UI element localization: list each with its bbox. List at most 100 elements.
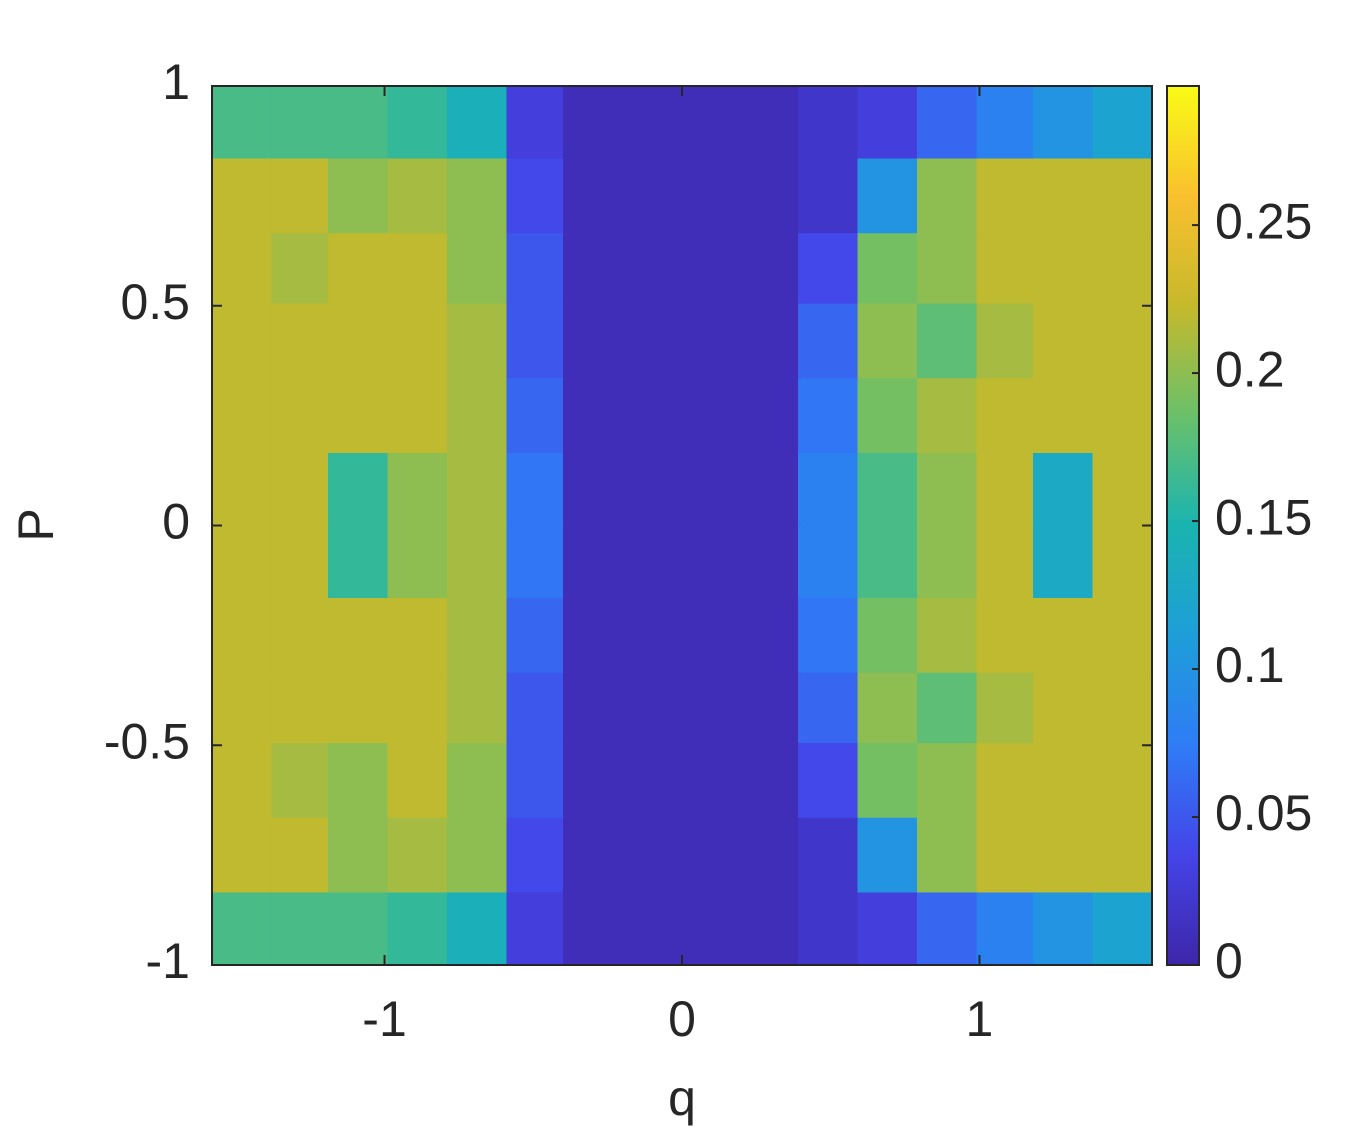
colorbar-tick-label: 0.05	[1215, 785, 1312, 841]
y-tick-label: 0	[162, 494, 190, 550]
heatmap-cell	[622, 892, 683, 966]
heatmap-cell	[976, 523, 1037, 599]
heatmap-cell	[271, 86, 332, 160]
heatmap-cell	[857, 86, 918, 160]
colorbar-tick-label: 0.2	[1215, 341, 1285, 397]
heatmap-cell	[976, 158, 1037, 234]
heatmap-cell	[798, 672, 859, 748]
heatmap-cell	[328, 743, 389, 819]
heatmap-cell	[563, 672, 624, 748]
heatmap-cell	[741, 523, 802, 599]
heatmap-cell	[917, 672, 977, 748]
heatmap-cell	[917, 158, 977, 234]
heatmap-cell	[447, 158, 507, 234]
heatmap-cell	[976, 817, 1037, 893]
heatmap-cell	[857, 743, 918, 819]
heatmap-cell	[798, 452, 859, 529]
x-tick-label: -1	[362, 991, 406, 1047]
heatmap-cell	[447, 378, 507, 454]
heatmap-cell	[798, 378, 859, 454]
heatmap-cell	[328, 303, 389, 379]
heatmap-cell	[917, 233, 977, 309]
heatmap-cell	[682, 598, 742, 674]
heatmap-cell	[506, 303, 567, 379]
x-tick-label: 0	[668, 991, 696, 1047]
heatmap-cell	[682, 158, 742, 234]
heatmap-cell	[387, 452, 448, 529]
heatmap-cell	[1033, 743, 1094, 819]
heatmap-cell	[976, 743, 1037, 819]
heatmap-cell	[212, 233, 272, 309]
heatmap-cell	[387, 743, 448, 819]
heatmap-cell	[622, 598, 683, 674]
x-axis-label: q	[668, 1070, 696, 1126]
heatmap-cell	[741, 817, 802, 893]
heatmap-cell	[506, 86, 567, 160]
heatmap-cell	[328, 598, 389, 674]
heatmap-cell	[622, 743, 683, 819]
heatmap-cell	[798, 892, 859, 966]
heatmap-cell	[917, 86, 977, 160]
heatmap-cell	[798, 817, 859, 893]
heatmap-cell	[563, 233, 624, 309]
heatmap-cell	[622, 158, 683, 234]
heatmap-cell	[328, 233, 389, 309]
heatmap-cell	[506, 598, 567, 674]
heatmap-cell	[976, 598, 1037, 674]
heatmap-cell	[1092, 158, 1153, 234]
heatmap-cell	[271, 303, 332, 379]
heatmap-cell	[563, 817, 624, 893]
heatmap-cell	[1092, 523, 1153, 599]
heatmap-cell	[857, 158, 918, 234]
heatmap-cell	[798, 158, 859, 234]
heatmap-cell	[622, 233, 683, 309]
heatmap-cell	[447, 303, 507, 379]
heatmap-cell	[857, 817, 918, 893]
heatmap-cell	[682, 743, 742, 819]
heatmap-cell	[682, 452, 742, 529]
heatmap-cell	[271, 158, 332, 234]
heatmap-cell	[1092, 378, 1153, 454]
heatmap-cell	[563, 378, 624, 454]
heatmap-cell	[1092, 817, 1153, 893]
heatmap-cell	[212, 303, 272, 379]
heatmap-cell	[212, 598, 272, 674]
heatmap-cell	[1033, 303, 1094, 379]
heatmap-cell	[1033, 523, 1094, 599]
y-tick-label: 0.5	[120, 274, 190, 330]
heatmap-cell	[447, 523, 507, 599]
heatmap-cell	[741, 86, 802, 160]
heatmap-cell	[387, 523, 448, 599]
heatmap-cell	[212, 378, 272, 454]
y-axis-label: P	[8, 508, 64, 541]
heatmap-cell	[271, 672, 332, 748]
heatmap-cell	[1033, 672, 1094, 748]
heatmap-cell	[1092, 892, 1153, 966]
heatmap-cell	[857, 378, 918, 454]
heatmap-cell	[798, 233, 859, 309]
colorbar-tick-label: 0.15	[1215, 489, 1312, 545]
heatmap-cell	[682, 86, 742, 160]
heatmap-cell	[271, 817, 332, 893]
heatmap-cell	[976, 86, 1037, 160]
heatmap-cell	[741, 892, 802, 966]
heatmap-cell	[212, 86, 272, 160]
heatmap-cell	[387, 378, 448, 454]
heatmap-cell	[741, 672, 802, 748]
heatmap-cell	[506, 233, 567, 309]
heatmap-cell	[917, 817, 977, 893]
heatmap-cell	[976, 452, 1037, 529]
heatmap-cell	[328, 378, 389, 454]
heatmap-cell	[271, 452, 332, 529]
heatmap-cell	[563, 598, 624, 674]
heatmap-cell	[741, 378, 802, 454]
heatmap-cell	[976, 892, 1037, 966]
heatmap-cell	[682, 233, 742, 309]
heatmap-cell	[447, 817, 507, 893]
heatmap	[212, 86, 1153, 966]
heatmap-cell	[622, 303, 683, 379]
heatmap-cell	[447, 743, 507, 819]
heatmap-cell	[917, 892, 977, 966]
y-tick-label: -1	[146, 933, 190, 989]
